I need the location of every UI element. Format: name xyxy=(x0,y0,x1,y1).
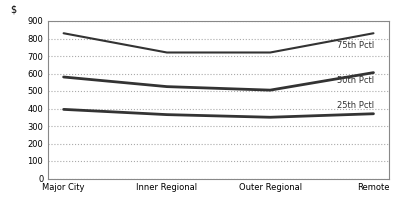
Text: $: $ xyxy=(10,5,17,15)
Text: 75th Pctl: 75th Pctl xyxy=(337,41,375,50)
Text: 50th Pctl: 50th Pctl xyxy=(337,76,375,85)
Text: 25th Pctl: 25th Pctl xyxy=(337,101,375,110)
